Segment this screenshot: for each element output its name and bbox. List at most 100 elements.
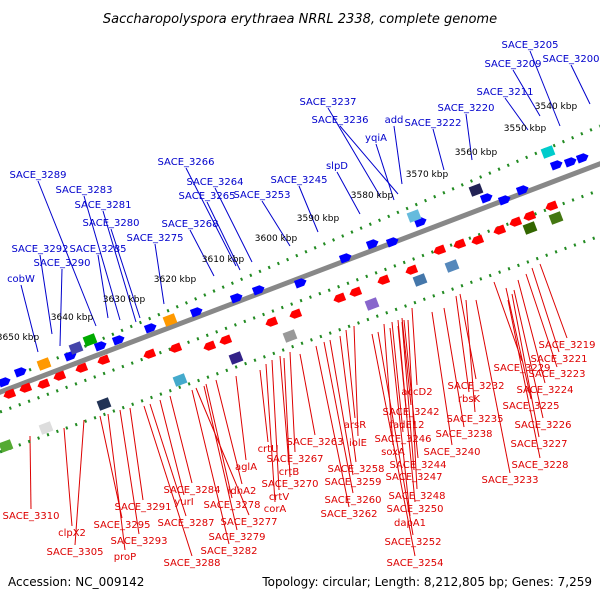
leader-line-sace-3235: [465, 299, 476, 413]
gene-label-sace-3236: SACE_3236: [312, 115, 369, 126]
leader-line-sace-3264: [214, 187, 253, 263]
gene-label-fade12: fadE12: [389, 420, 424, 431]
reverse-gene-arrow: [349, 286, 363, 297]
leader-line-sace-3290: [59, 268, 63, 347]
gene-label-sace-3220: SACE_3220: [438, 103, 495, 114]
gene-label-sace-3222: SACE_3222: [405, 118, 462, 129]
forward-gene-arrow: [143, 323, 157, 334]
gene-label-prop: proP: [114, 552, 136, 563]
leader-line-sace-3310: [29, 435, 32, 510]
leader-line-sace-3232: [459, 293, 477, 380]
feature-block: [468, 183, 484, 197]
gene-label-sace-3267: SACE_3267: [267, 454, 324, 465]
gene-label-sace-3287: SACE_3287: [158, 518, 215, 529]
forward-gene-arrow: [497, 195, 511, 206]
gene-label-sace-3221: SACE_3221: [531, 354, 588, 365]
feature-block: [548, 211, 564, 225]
reverse-gene-arrow: [3, 388, 17, 399]
gene-label-sace-3285: SACE_3285: [70, 244, 127, 255]
gene-label-sace-3268: SACE_3268: [162, 219, 219, 230]
gene-label-sace-3209: SACE_3209: [485, 59, 542, 70]
leader-line-add: [393, 125, 403, 185]
forward-gene-arrow: [111, 335, 125, 346]
leader-line-cobw: [20, 284, 39, 353]
reverse-gene-arrow: [545, 200, 559, 211]
leader-line-sace-3258: [339, 335, 357, 463]
gene-label-yqia: yqiA: [365, 133, 387, 144]
leader-line-sace-3295: [99, 415, 123, 519]
kbp-tick-label: 3630 kbp: [103, 295, 146, 305]
reverse-gene-arrow: [433, 244, 447, 255]
gene-label-sace-3281: SACE_3281: [75, 200, 132, 211]
gene-label-crtb: crtB: [279, 467, 300, 478]
leader-line-sace-3259: [329, 339, 354, 476]
gene-label-sace-3238: SACE_3238: [436, 429, 493, 440]
feature-block: [172, 373, 188, 387]
kbp-tick-label: 3610 kbp: [202, 255, 245, 265]
gene-label-sace-3292: SACE_3292: [12, 244, 69, 255]
leader-line-sace-3284: [169, 395, 193, 484]
feature-block: [0, 439, 14, 453]
leader-line-sace-3263: [299, 353, 316, 436]
gene-label-sace-3246: SACE_3246: [375, 434, 432, 445]
forward-gene-arrow: [515, 185, 529, 196]
gene-label-cora: corA: [264, 504, 287, 515]
leader-line-sace-3250: [397, 325, 416, 503]
leader-line-yqia: [375, 143, 395, 201]
leader-line-sace-3253: [261, 200, 291, 247]
gene-label-sace-3264: SACE_3264: [187, 177, 244, 188]
gene-label-sace-3225: SACE_3225: [503, 401, 560, 412]
gene-label-sace-3228: SACE_3228: [512, 460, 569, 471]
gene-label-sace-3245: SACE_3245: [271, 175, 328, 186]
forward-gene-arrow: [575, 153, 589, 164]
leader-line-sace-3226: [513, 289, 544, 419]
leader-line-sace-3247: [401, 321, 415, 471]
forward-gene-arrow: [338, 253, 352, 264]
gene-label-sace-3275: SACE_3275: [127, 233, 184, 244]
forward-gene-arrow: [93, 341, 107, 352]
gene-label-arsr: arsR: [344, 420, 366, 431]
leader-line-sace-3279: [203, 385, 238, 531]
leader-line-sace-3219: [539, 263, 568, 339]
leader-line-sace-3305: [74, 419, 85, 546]
kbp-tick-label: 3560 kbp: [455, 148, 498, 158]
gene-label-agla: aglA: [235, 462, 257, 473]
gene-label-sace-3280: SACE_3280: [83, 218, 140, 229]
leader-line-cora: [265, 363, 276, 503]
leader-lines: [20, 50, 591, 557]
kbp-tick-label: 3650 kbp: [0, 333, 39, 343]
leader-line-sace-3287: [149, 403, 187, 517]
leader-line-crtu: [259, 369, 269, 443]
leader-line-sace-3205: [529, 50, 561, 127]
reverse-gene-arrow: [203, 340, 217, 351]
feature-block: [162, 313, 178, 327]
leader-line-accd2: [411, 307, 418, 386]
gene-label-sace-3205: SACE_3205: [502, 40, 559, 51]
genome-summary-text: Topology: circular; Length: 8,212,805 bp…: [261, 575, 592, 589]
leader-line-sace-3285: [97, 254, 109, 319]
gene-label-yuri: yurI: [174, 497, 193, 508]
feature-block: [228, 351, 244, 365]
kbp-tick-label: 3580 kbp: [351, 191, 394, 201]
gene-label-soxa: soxA: [381, 447, 405, 458]
forward-gene-arrow: [549, 160, 563, 171]
kbp-tick-label: 3590 kbp: [297, 214, 340, 224]
forward-gene-arrow: [0, 377, 11, 388]
gene-label-crtv: crtV: [269, 492, 290, 503]
leader-line-sace-3252: [377, 331, 414, 536]
kbp-tick-label: 3600 kbp: [255, 234, 298, 244]
gene-label-add: add: [385, 115, 404, 126]
gene-label-sace-3295: SACE_3295: [94, 520, 151, 531]
ruler-dots-lower: [0, 234, 600, 454]
leader-line-crtv: [271, 359, 280, 491]
leader-line-idha2: [215, 379, 243, 485]
leader-line-arsr: [345, 329, 356, 419]
forward-gene-arrow: [563, 157, 577, 168]
reverse-gene-arrow: [53, 370, 67, 381]
leader-line-sace-3245: [298, 185, 319, 233]
kbp-tick-label: 3640 kbp: [51, 313, 94, 323]
gene-label-sace-3233: SACE_3233: [482, 475, 539, 486]
leader-line-sace-3288: [143, 405, 193, 557]
reverse-gene-arrow: [37, 378, 51, 389]
